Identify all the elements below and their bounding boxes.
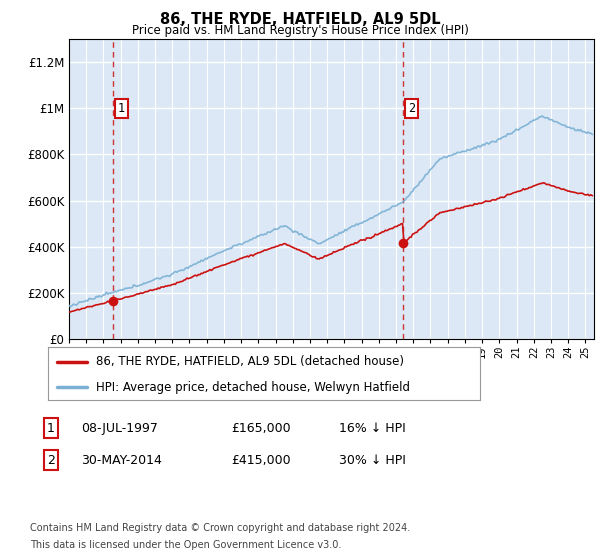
Text: £165,000: £165,000 [231,422,290,435]
Text: 86, THE RYDE, HATFIELD, AL9 5DL: 86, THE RYDE, HATFIELD, AL9 5DL [160,12,440,27]
Text: 30% ↓ HPI: 30% ↓ HPI [339,454,406,467]
Text: 1: 1 [118,102,125,115]
Text: 2: 2 [47,454,55,467]
Text: 08-JUL-1997: 08-JUL-1997 [81,422,158,435]
Text: HPI: Average price, detached house, Welwyn Hatfield: HPI: Average price, detached house, Welw… [95,381,410,394]
Text: 1: 1 [47,422,55,435]
Text: 16% ↓ HPI: 16% ↓ HPI [339,422,406,435]
Text: Price paid vs. HM Land Registry's House Price Index (HPI): Price paid vs. HM Land Registry's House … [131,24,469,37]
Text: Contains HM Land Registry data © Crown copyright and database right 2024.: Contains HM Land Registry data © Crown c… [30,523,410,533]
Text: £415,000: £415,000 [231,454,290,467]
Text: 30-MAY-2014: 30-MAY-2014 [81,454,162,467]
Text: 2: 2 [408,102,415,115]
Text: This data is licensed under the Open Government Licence v3.0.: This data is licensed under the Open Gov… [30,540,341,550]
Text: 86, THE RYDE, HATFIELD, AL9 5DL (detached house): 86, THE RYDE, HATFIELD, AL9 5DL (detache… [95,355,404,368]
